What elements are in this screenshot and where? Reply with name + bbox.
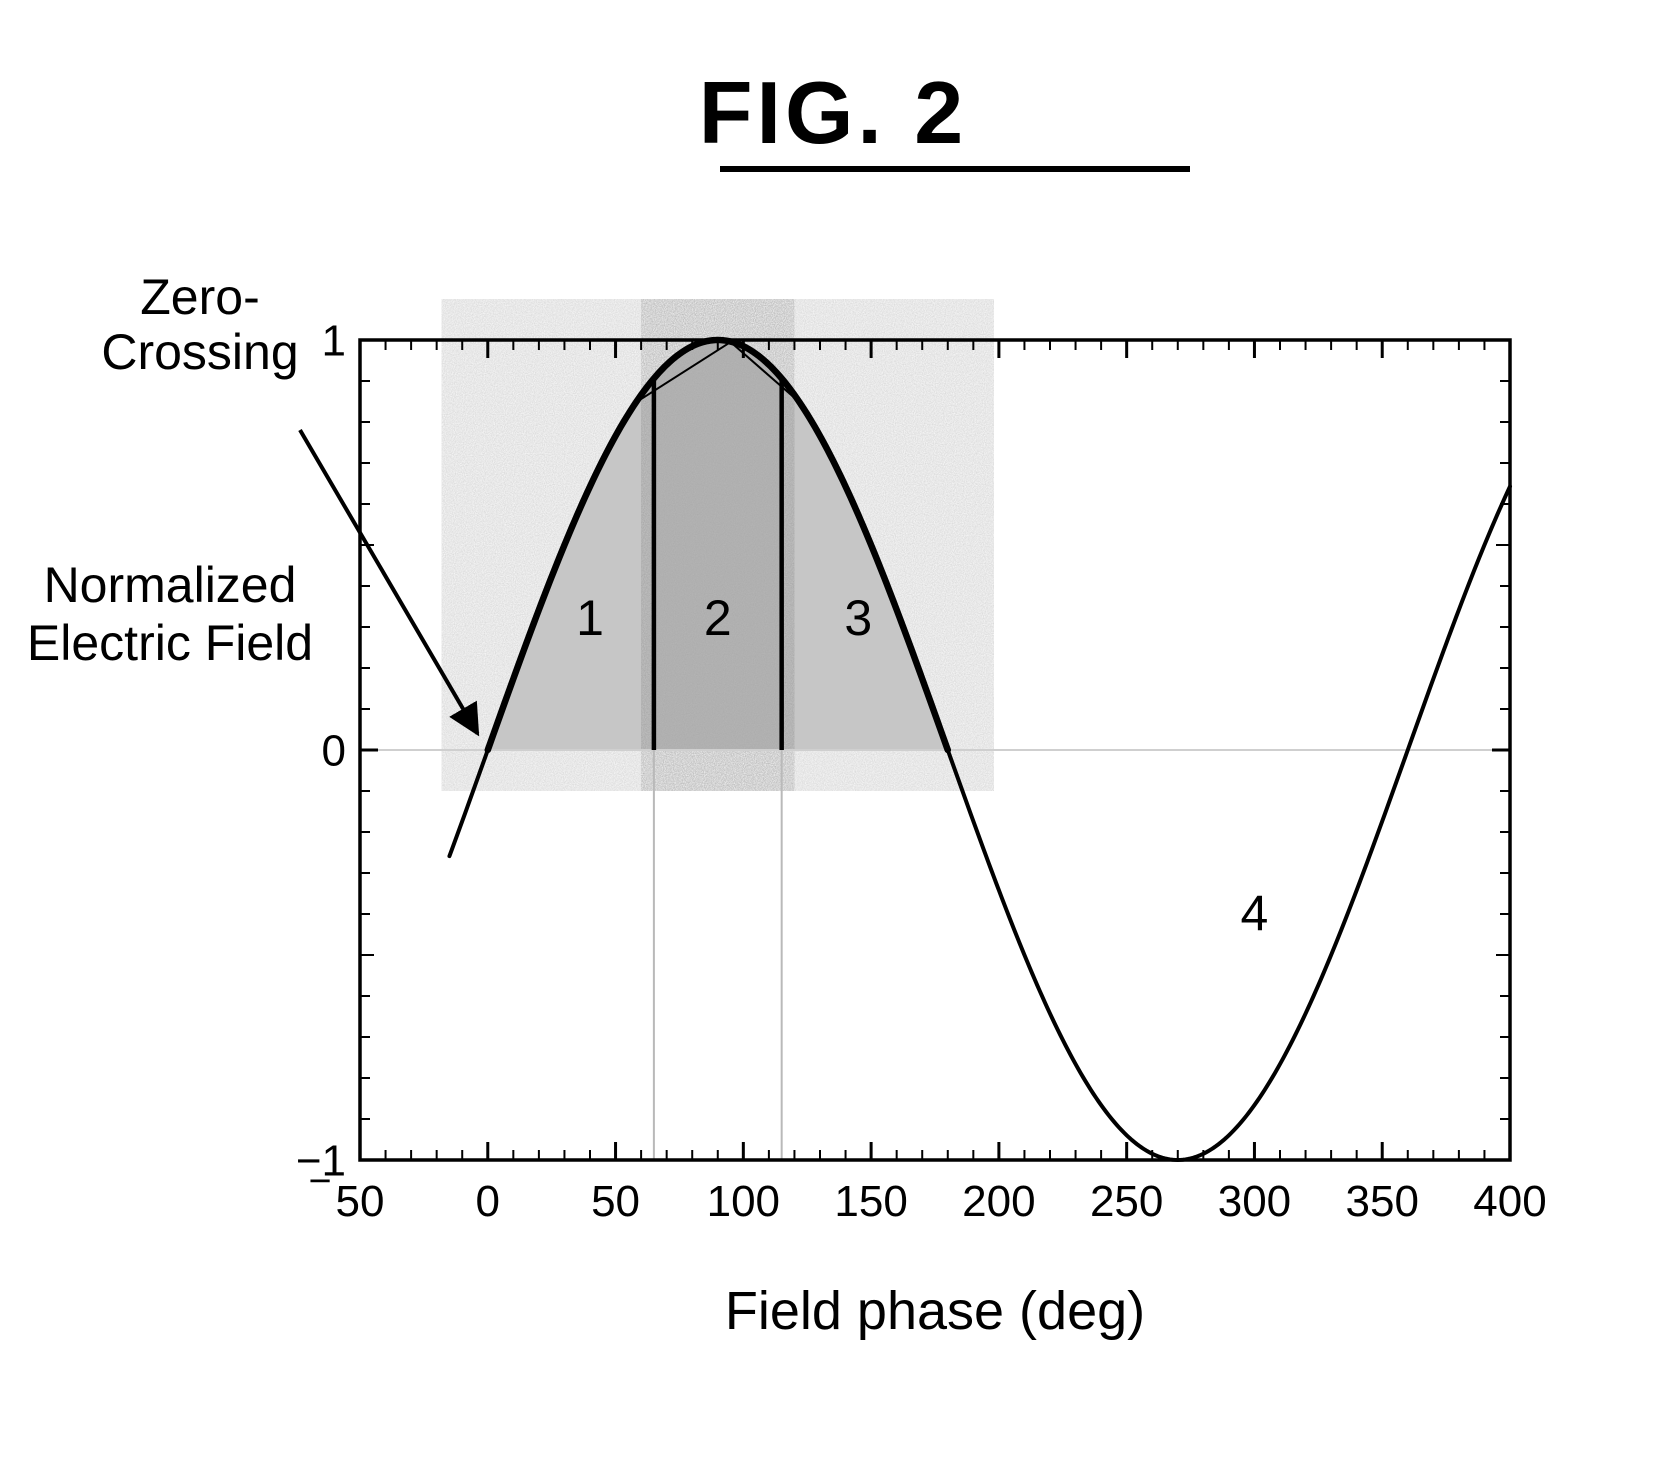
chart-svg: 50−050100150200250300350400−1011234: [0, 0, 1666, 1461]
svg-text:250: 250: [1090, 1177, 1163, 1226]
svg-text:100: 100: [707, 1177, 780, 1226]
svg-text:400: 400: [1473, 1177, 1546, 1226]
svg-text:200: 200: [962, 1177, 1035, 1226]
x-axis-label: Field phase (deg): [360, 1280, 1510, 1342]
region-label: 2: [704, 590, 732, 646]
svg-text:0: 0: [322, 726, 346, 775]
svg-text:150: 150: [834, 1177, 907, 1226]
figure-stage: FIG. 2 50−050100150200250300350400−10112…: [0, 0, 1666, 1461]
svg-text:300: 300: [1218, 1177, 1291, 1226]
region-label: 1: [576, 590, 604, 646]
y-axis-label: NormalizedElectric Field: [10, 557, 330, 672]
svg-text:−1: −1: [296, 1136, 346, 1185]
region-label: 3: [844, 590, 872, 646]
svg-text:350: 350: [1346, 1177, 1419, 1226]
zero-crossing-label: Zero-Crossing: [70, 270, 330, 380]
svg-text:50: 50: [591, 1177, 640, 1226]
svg-text:0: 0: [476, 1177, 500, 1226]
region-label: 4: [1241, 885, 1269, 941]
